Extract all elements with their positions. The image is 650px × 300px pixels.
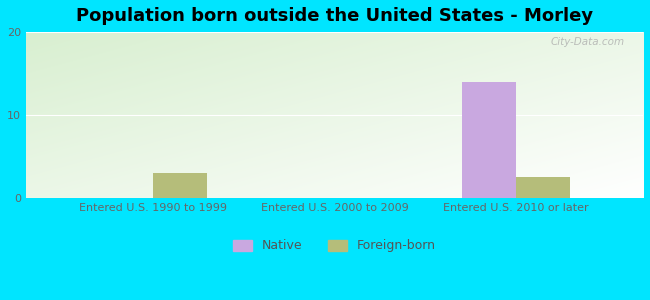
Legend: Native, Foreign-born: Native, Foreign-born [228, 234, 441, 257]
Bar [153, 173, 207, 198]
Text: City-Data.com: City-Data.com [551, 37, 625, 47]
Title: Population born outside the United States - Morley: Population born outside the United State… [76, 7, 593, 25]
Bar [516, 178, 571, 198]
Bar [462, 82, 516, 198]
